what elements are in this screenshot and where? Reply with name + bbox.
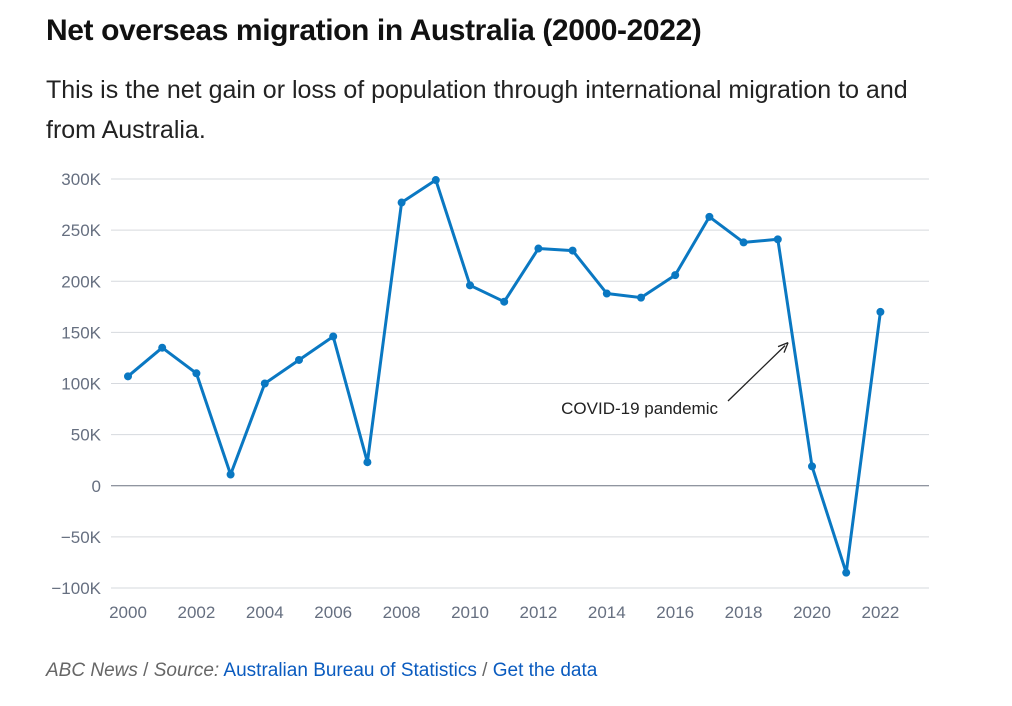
y-tick-label: 100K (61, 375, 101, 394)
data-point (739, 238, 748, 247)
data-point (192, 369, 201, 378)
chart-annotations: COVID-19 pandemic (561, 341, 789, 418)
source-link[interactable]: Australian Bureau of Statistics (223, 660, 477, 681)
data-point (397, 198, 406, 207)
y-tick-label: 250K (61, 221, 101, 240)
chart-subtitle: This is the net gain or loss of populati… (46, 76, 908, 144)
x-tick-label: 2010 (451, 603, 489, 622)
x-tick-label: 2020 (793, 603, 831, 622)
chart-title: Net overseas migration in Australia (200… (46, 14, 702, 47)
y-tick-label: 150K (61, 323, 101, 342)
chart-footer: ABC News / Source: Australian Bureau of … (46, 660, 597, 682)
x-tick-label: 2002 (177, 603, 215, 622)
x-axis-ticks: 2000 2002 2004 2006 2008 2010 2012 2014 2016 2018… (109, 603, 899, 622)
x-tick-label: 2004 (246, 603, 284, 622)
y-tick-label: −100K (51, 579, 101, 598)
x-tick-label: 2014 (588, 603, 626, 622)
data-point (534, 244, 543, 253)
data-point (466, 281, 474, 290)
annotation-arrow-line (727, 345, 786, 402)
data-point (808, 462, 816, 471)
data-point (431, 176, 440, 185)
x-tick-label: 2016 (656, 603, 694, 622)
data-point (671, 271, 680, 280)
data-point (295, 355, 303, 364)
get-data-link[interactable]: Get the data (492, 660, 598, 681)
data-point (260, 379, 269, 388)
data-point (705, 212, 714, 221)
y-tick-label: 0 (92, 477, 101, 496)
chart-series (124, 176, 885, 577)
data-point (876, 307, 885, 316)
y-tick-label: 300K (61, 170, 101, 189)
footer-separator: / (476, 660, 493, 681)
annotation-label: COVID-19 pandemic (561, 399, 718, 418)
x-tick-label: 2022 (861, 603, 899, 622)
series-line (126, 178, 882, 575)
x-tick-label: 2012 (519, 603, 557, 622)
data-point (602, 289, 611, 298)
data-point (329, 332, 338, 341)
y-axis-ticks: −100K −50K 0 50K 100K 150K 200K 250K 300K (51, 170, 101, 598)
data-point (158, 343, 167, 352)
data-point (637, 293, 645, 302)
x-tick-label: 2018 (725, 603, 763, 622)
annotation-arrowhead (777, 341, 789, 353)
y-tick-label: −50K (61, 528, 102, 547)
data-point (842, 568, 851, 577)
footer-separator: / (137, 660, 154, 681)
source-label: Source: (153, 660, 220, 681)
x-tick-label: 2000 (109, 603, 147, 622)
data-point (568, 246, 577, 255)
publisher-name: ABC News (46, 660, 138, 681)
x-tick-label: 2006 (314, 603, 352, 622)
data-point (226, 470, 235, 479)
x-tick-label: 2008 (383, 603, 421, 622)
y-tick-label: 50K (71, 426, 102, 445)
data-point (500, 297, 509, 306)
y-tick-label: 200K (61, 272, 101, 291)
chart-gridlines (111, 178, 929, 589)
data-point (363, 458, 372, 467)
data-point (773, 235, 782, 244)
data-point (124, 372, 132, 381)
